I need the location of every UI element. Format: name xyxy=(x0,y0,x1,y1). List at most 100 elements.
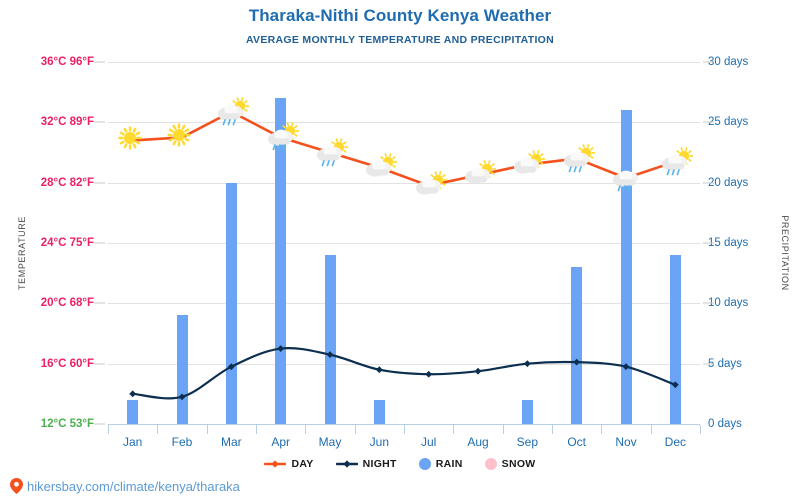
month-tick-mark xyxy=(206,425,208,434)
temperature-tick-mark xyxy=(94,423,105,425)
temperature-tick-label: 16°C 60°F xyxy=(40,357,94,370)
sun-cloud-icon xyxy=(507,149,547,180)
month-tick-mark xyxy=(354,425,356,434)
month-label-aug: Aug xyxy=(467,435,489,449)
temperature-tick-label: 20°C 68°F xyxy=(40,297,94,310)
precipitation-tick-mark xyxy=(703,61,714,63)
gridline xyxy=(108,182,700,184)
night-marker xyxy=(342,460,351,468)
night-temperature-line xyxy=(131,347,677,400)
month-tick-mark xyxy=(601,425,603,434)
rain-bar xyxy=(669,255,681,424)
sun-cloud-rain-icon xyxy=(655,146,695,177)
rain-bar xyxy=(373,399,385,424)
day-line-marker-icon xyxy=(264,460,287,468)
precipitation-tick-label: 0 days xyxy=(708,418,742,430)
month-tick-mark xyxy=(552,425,553,434)
temperature-tick-mark xyxy=(94,302,105,304)
legend-item-rain[interactable]: RAIN xyxy=(418,458,463,470)
month-label-jul: Jul xyxy=(420,435,437,449)
precipitation-tick-mark xyxy=(703,363,714,365)
day-marker xyxy=(271,460,280,468)
night-data-point xyxy=(326,351,334,359)
month-axis: Jan Feb Mar Apr May Jun Jul Aug Sep Oct Nov Dec xyxy=(108,425,701,455)
temperature-tick-mark xyxy=(94,363,105,365)
plot-area xyxy=(108,62,700,425)
month-label-sep: Sep xyxy=(516,435,538,449)
month-label-dec: Dec xyxy=(664,435,686,449)
legend-label-snow: SNOW xyxy=(501,458,536,470)
rain-bar xyxy=(127,399,139,424)
legend-item-night[interactable]: NIGHT xyxy=(335,458,397,470)
cloud-rain-icon xyxy=(606,163,646,193)
night-data-point xyxy=(622,363,630,371)
sun-cloud-rain-icon xyxy=(310,137,350,168)
night-data-point xyxy=(375,366,383,374)
month-tick-mark xyxy=(650,425,652,434)
month-tick-mark xyxy=(700,425,701,434)
precipitation-tick-label: 10 days xyxy=(708,297,749,310)
temperature-tick-mark xyxy=(94,121,105,123)
map-pin-icon xyxy=(10,478,23,494)
legend-label-night: NIGHT xyxy=(362,458,397,470)
precipitation-tick-mark xyxy=(703,121,714,123)
temperature-tick-label: 32°C 89°F xyxy=(40,116,94,129)
night-data-point xyxy=(474,367,482,375)
night-line-marker-icon xyxy=(335,460,358,468)
temperature-tick-label: 28°C 82°F xyxy=(40,176,94,189)
sun-cloud-rain-icon xyxy=(557,143,597,174)
month-tick-mark xyxy=(404,425,405,434)
source-footer: hikersbay.com/climate/kenya/tharaka xyxy=(10,478,240,494)
sun-cloud-rain-icon xyxy=(261,122,301,152)
legend-item-day[interactable]: DAY xyxy=(264,458,313,470)
gridline xyxy=(108,243,700,244)
month-label-mar: Mar xyxy=(220,435,242,449)
gridline xyxy=(108,363,700,365)
month-tick-mark xyxy=(453,425,455,434)
night-data-point xyxy=(129,390,137,398)
temperature-lines xyxy=(129,110,679,401)
month-tick-mark xyxy=(256,425,257,434)
month-label-nov: Nov xyxy=(615,435,637,449)
temperature-tick-mark xyxy=(94,61,105,63)
temperature-tick-label: 24°C 75°F xyxy=(40,237,94,249)
rain-bar xyxy=(176,315,188,424)
temperature-axis-title: TEMPERATURE xyxy=(17,216,27,290)
legend-item-snow[interactable]: SNOW xyxy=(484,458,536,470)
precipitation-tick-mark xyxy=(703,182,714,184)
month-tick-mark xyxy=(305,425,307,434)
month-tick-mark xyxy=(108,425,109,434)
night-data-point xyxy=(671,381,679,389)
temperature-tick-label: 36°C 96°F xyxy=(40,56,94,68)
precipitation-axis-title: PRECIPITATION xyxy=(780,215,790,291)
night-data-point xyxy=(227,363,235,371)
gridline xyxy=(108,303,700,305)
rain-bar xyxy=(225,182,237,424)
chart-legend: DAY NIGHT RAIN SNOW xyxy=(0,458,800,470)
rain-bar xyxy=(620,110,632,424)
sun-cloud-icon xyxy=(409,170,449,201)
gridline xyxy=(108,62,700,63)
legend-label-day: DAY xyxy=(291,458,314,470)
rain-bar xyxy=(275,98,287,424)
month-label-oct: Oct xyxy=(567,435,586,449)
month-label-may: May xyxy=(318,435,342,449)
night-data-point xyxy=(573,358,581,366)
chart-subtitle: AVERAGE MONTHLY TEMPERATURE AND PRECIPIT… xyxy=(245,34,555,46)
snow-swatch-icon xyxy=(484,458,497,470)
legend-label-rain: RAIN xyxy=(435,458,463,470)
month-label-apr: Apr xyxy=(271,435,290,449)
precipitation-tick-label: 5 days xyxy=(708,357,742,370)
month-label-feb: Feb xyxy=(171,435,193,449)
month-label-jun: Jun xyxy=(369,435,389,449)
precipitation-tick-label: 15 days xyxy=(708,237,749,249)
page-title: Tharaka-Nithi County Kenya Weather xyxy=(248,6,552,25)
rain-swatch-icon xyxy=(418,458,431,470)
night-data-point xyxy=(425,370,433,378)
night-data-point xyxy=(277,345,285,352)
sun-cloud-icon xyxy=(458,160,498,190)
month-label-jan: Jan xyxy=(122,435,143,449)
rain-bar xyxy=(521,399,533,424)
night-data-point xyxy=(178,393,186,401)
night-data-point xyxy=(523,360,531,368)
